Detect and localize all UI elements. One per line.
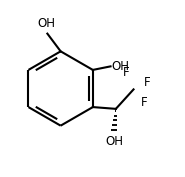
Text: F: F (144, 76, 151, 89)
Text: OH: OH (111, 60, 130, 73)
Text: OH: OH (105, 135, 123, 148)
Text: F: F (141, 96, 147, 109)
Text: OH: OH (38, 18, 56, 30)
Text: F: F (123, 66, 130, 79)
